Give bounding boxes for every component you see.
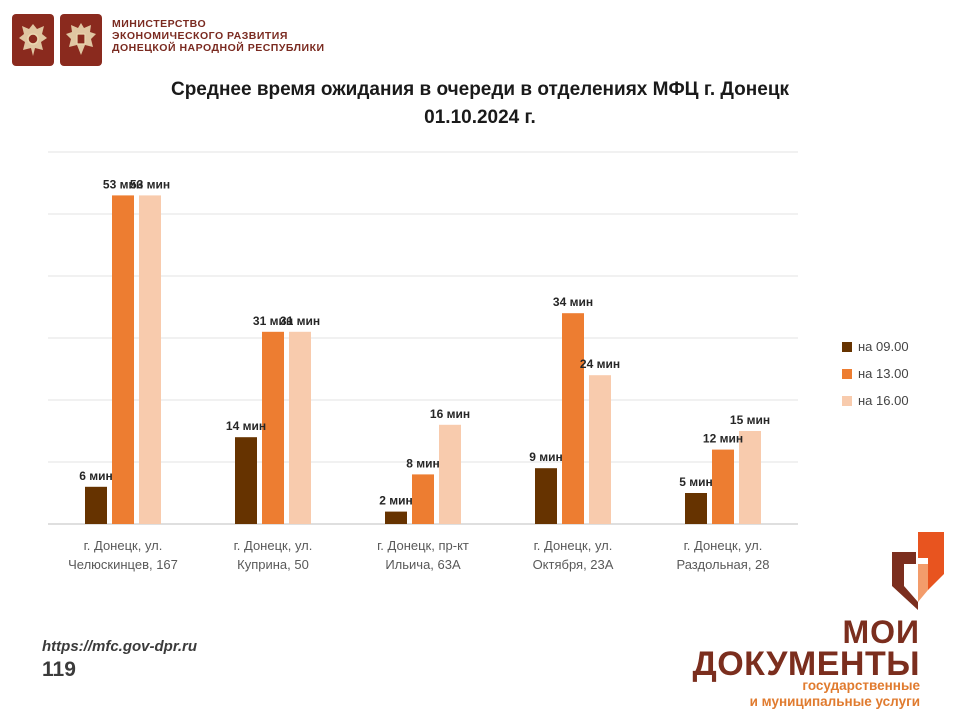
legend-item: на 16.00 (842, 387, 909, 414)
bar (535, 468, 557, 524)
brand-line1: МОИ (842, 614, 920, 650)
bar (685, 493, 707, 524)
russia-emblem-icon (12, 14, 54, 66)
legend-item: на 13.00 (842, 360, 909, 387)
x-tick-label: г. Донецк, ул. (684, 538, 763, 553)
bar (712, 449, 734, 524)
header: МИНИСТЕРСТВО ЭКОНОМИЧЕСКОГО РАЗВИТИЯ ДОН… (12, 14, 325, 66)
brand-sub-line1: государственные (802, 678, 920, 693)
x-tick-label: Октября, 23А (533, 557, 614, 572)
bar (85, 486, 107, 524)
data-label: 2 мин (379, 494, 413, 508)
bar (139, 195, 161, 524)
data-label: 24 мин (580, 357, 620, 371)
x-tick-label: Ильича, 63А (385, 557, 461, 572)
data-label: 53 мин (130, 177, 170, 191)
site-url[interactable]: https://mfc.gov-dpr.ru (42, 638, 197, 655)
bar (385, 511, 407, 524)
chart-legend: на 09.00 на 13.00 на 16.00 (842, 333, 909, 414)
chart-title-line: Среднее время ожидания в очереди в отдел… (170, 79, 790, 100)
bar (289, 331, 311, 524)
brand-sub-line2: и муниципальные услуги (749, 694, 920, 709)
bar (262, 331, 284, 524)
brand-subtitle: государственные и муниципальные услуги (750, 678, 920, 710)
x-tick-label: г. Донецк, ул. (84, 538, 163, 553)
data-label: 12 мин (703, 432, 743, 446)
bars (85, 195, 761, 524)
bar (412, 474, 434, 524)
data-label: 5 мин (679, 475, 713, 489)
x-tick-label: Раздольная, 28 (676, 557, 769, 572)
legend-swatch (842, 341, 852, 352)
bar (562, 313, 584, 524)
x-tick-label: г. Донецк, ул. (534, 538, 613, 553)
data-label: 14 мин (226, 419, 266, 433)
data-label: 31 мин (280, 314, 320, 328)
legend-label: на 09.00 (858, 339, 909, 354)
x-tick-label: г. Донецк, ул. (234, 538, 313, 553)
bar (589, 375, 611, 524)
ministry-line: ЭКОНОМИЧЕСКОГО РАЗВИТИЯ (112, 30, 288, 42)
legend-label: на 16.00 (858, 393, 909, 408)
bar (112, 195, 134, 524)
page-number: 119 (42, 658, 76, 681)
chart-title-line: 01.10.2024 г. (424, 107, 536, 128)
legend-item: на 09.00 (842, 333, 909, 360)
data-label: 15 мин (730, 413, 770, 427)
x-tick-label: Челюскинцев, 167 (68, 557, 178, 572)
legend-swatch (842, 368, 852, 379)
data-label: 34 мин (553, 295, 593, 309)
brand-title: МОИ ДОКУМЕНТЫ (692, 614, 920, 683)
legend-label: на 13.00 (858, 366, 909, 381)
bar (439, 424, 461, 524)
data-label: 8 мин (406, 456, 440, 470)
ministry-line: МИНИСТЕРСТВО (112, 18, 207, 30)
bar (739, 431, 761, 524)
chart-title: Среднее время ожидания в очереди в отдел… (60, 76, 900, 132)
ministry-line: ДОНЕЦКОЙ НАРОДНОЙ РЕСПУБЛИКИ (112, 42, 325, 54)
legend-swatch (842, 395, 852, 406)
dpr-emblem-icon (60, 14, 102, 66)
data-label: 6 мин (79, 469, 113, 483)
data-label: 53 мин (103, 177, 143, 191)
data-label: 9 мин (529, 450, 563, 464)
bar (235, 437, 257, 524)
brand-line2: ДОКУМЕНТЫ (692, 645, 920, 683)
x-tick-label: Куприна, 50 (237, 557, 309, 572)
data-label: 16 мин (430, 407, 470, 421)
x-tick-label: г. Донецк, пр-кт (377, 538, 469, 553)
gridlines (48, 151, 798, 525)
data-label: 31 мин (253, 314, 293, 328)
ministry-name: МИНИСТЕРСТВО ЭКОНОМИЧЕСКОГО РАЗВИТИЯ ДОН… (112, 18, 325, 54)
moi-dokumenty-logo-icon (892, 532, 944, 610)
x-tick-labels: г. Донецк, ул. Челюскинцев, 167 г. Донецк,… (68, 538, 769, 572)
